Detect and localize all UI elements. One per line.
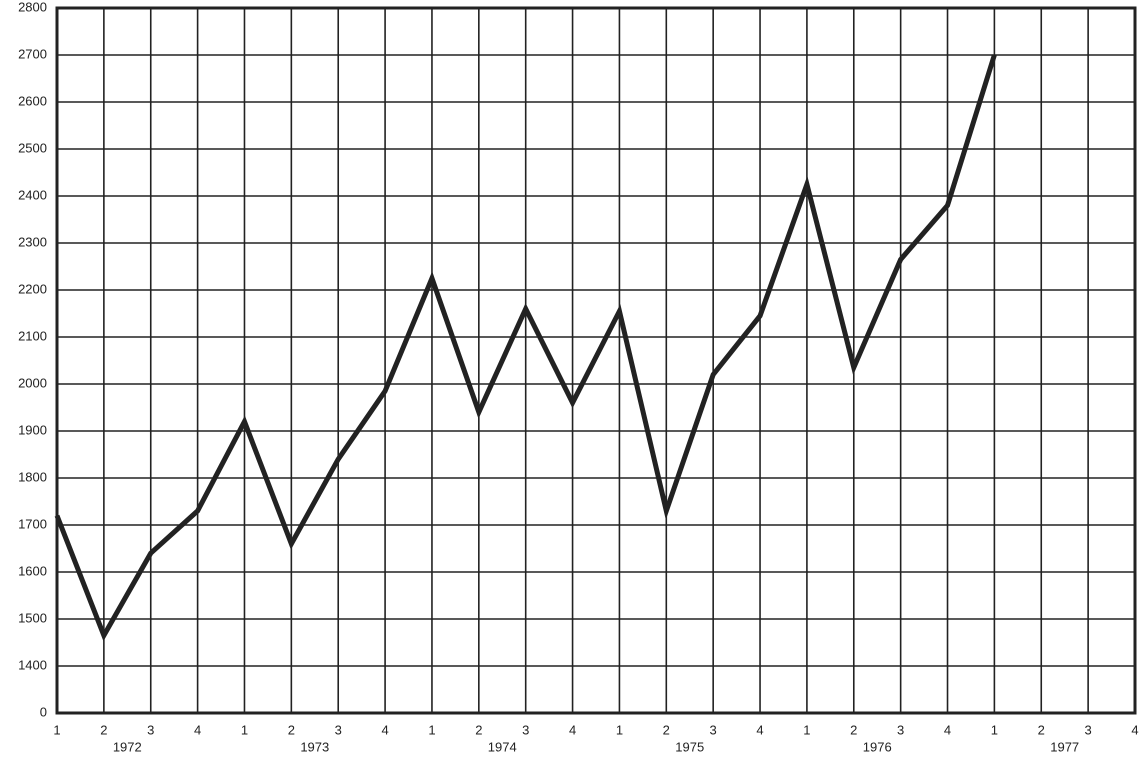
- x-tick-label: 2: [1038, 722, 1045, 737]
- x-tick-label: 4: [756, 722, 763, 737]
- x-tick-label: 1: [991, 722, 998, 737]
- x-tick-label: 4: [194, 722, 201, 737]
- x-tick-label: 2: [288, 722, 295, 737]
- y-tick-label: 1600: [18, 563, 47, 578]
- year-label: 1972: [113, 739, 142, 754]
- x-tick-label: 2: [663, 722, 670, 737]
- y-tick-label: 2600: [18, 93, 47, 108]
- year-label: 1976: [863, 739, 892, 754]
- x-tick-label: 2: [475, 722, 482, 737]
- x-tick-label: 3: [522, 722, 529, 737]
- year-label: 1977: [1050, 739, 1079, 754]
- year-label: 1974: [488, 739, 517, 754]
- x-tick-label: 1: [803, 722, 810, 737]
- plot-frame: [55, 6, 1137, 715]
- y-tick-label: 1700: [18, 516, 47, 531]
- y-tick-label: 0: [40, 704, 47, 719]
- y-tick-label: 1900: [18, 422, 47, 437]
- x-tick-label: 4: [381, 722, 388, 737]
- y-tick-label: 1500: [18, 610, 47, 625]
- y-tick-label: 2300: [18, 234, 47, 249]
- y-tick-label: 2000: [18, 375, 47, 390]
- y-tick-label: 2200: [18, 281, 47, 296]
- x-tick-label: 4: [569, 722, 576, 737]
- x-tick-label: 1: [241, 722, 248, 737]
- x-tick-label: 1: [428, 722, 435, 737]
- x-tick-label: 3: [710, 722, 717, 737]
- year-label: 1975: [675, 739, 704, 754]
- x-tick-label: 3: [897, 722, 904, 737]
- x-tick-label: 2: [850, 722, 857, 737]
- x-tick-label: 3: [1085, 722, 1092, 737]
- y-tick-label: 1800: [18, 469, 47, 484]
- x-tick-label: 1: [616, 722, 623, 737]
- y-tick-label: 2800: [18, 0, 47, 14]
- x-tick-label: 1: [53, 722, 60, 737]
- x-tick-label: 2: [100, 722, 107, 737]
- x-tick-label: 3: [147, 722, 154, 737]
- year-label: 1973: [300, 739, 329, 754]
- y-tick-label: 2100: [18, 328, 47, 343]
- y-tick-label: 2700: [18, 46, 47, 61]
- y-tick-label: 1400: [18, 657, 47, 672]
- y-tick-label: 2500: [18, 140, 47, 155]
- x-tick-label: 3: [335, 722, 342, 737]
- y-tick-label: 2400: [18, 187, 47, 202]
- data-line: [54, 54, 997, 642]
- x-tick-label: 4: [1131, 722, 1138, 737]
- x-tick-label: 4: [944, 722, 951, 737]
